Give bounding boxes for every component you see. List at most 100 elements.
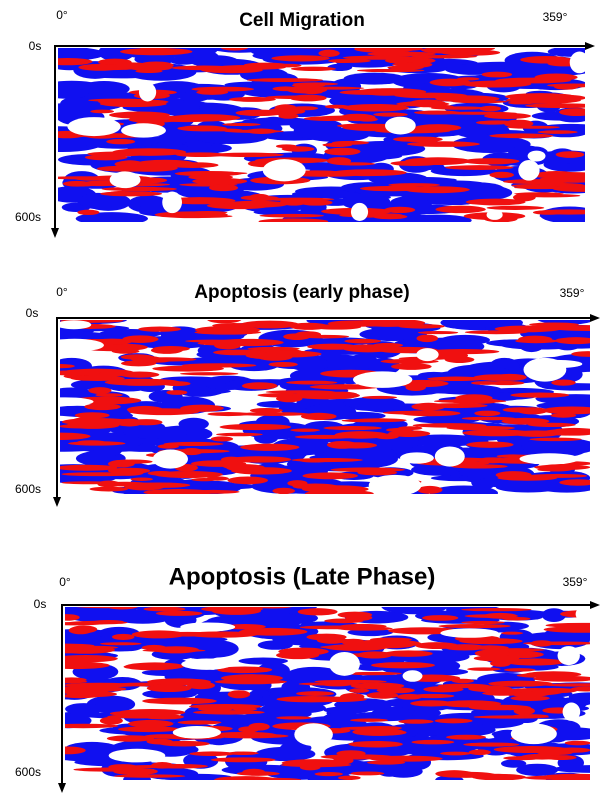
red-streak (173, 214, 233, 218)
blue-streak (76, 92, 151, 100)
red-streak (411, 739, 455, 745)
red-streak (74, 412, 110, 419)
panel: Apoptosis (Late Phase) 0° 359° 0s 600s (15, 563, 600, 793)
red-streak (482, 691, 525, 696)
gap (181, 658, 232, 670)
x-end-label: 359° (543, 10, 568, 24)
red-streak (414, 124, 462, 132)
red-streak (210, 436, 234, 442)
red-streak (435, 205, 486, 214)
red-streak (286, 380, 338, 385)
red-streak (108, 764, 138, 770)
gap (569, 51, 585, 74)
kymograph (65, 607, 590, 780)
red-streak (66, 691, 117, 698)
red-streak (104, 344, 145, 350)
red-streak (536, 322, 561, 330)
gap (518, 159, 540, 181)
red-streak (417, 485, 443, 494)
red-streak (296, 48, 332, 49)
red-streak (434, 718, 473, 724)
red-streak (258, 218, 329, 222)
panel-title: Apoptosis (early phase) (194, 282, 409, 303)
red-streak (99, 716, 123, 725)
red-streak (314, 679, 387, 684)
red-streak (474, 649, 511, 658)
red-streak (397, 693, 423, 700)
red-streak (324, 104, 350, 109)
red-streak (119, 371, 160, 378)
red-streak (283, 333, 311, 340)
red-streak (213, 349, 266, 356)
red-streak (540, 773, 590, 780)
red-streak (542, 683, 590, 687)
red-streak (326, 440, 358, 449)
red-streak (342, 103, 409, 112)
red-streak (301, 485, 369, 494)
red-streak (320, 754, 394, 760)
gap (262, 159, 306, 182)
red-streak (461, 608, 532, 612)
red-streak (300, 334, 350, 339)
blue-streak (345, 354, 379, 370)
x-arrow (585, 42, 595, 50)
red-streak (299, 199, 333, 206)
red-streak (433, 399, 507, 403)
blue-streak (255, 746, 316, 762)
blue-streak (413, 110, 449, 128)
red-streak (163, 441, 224, 447)
red-streak (330, 59, 355, 63)
kymograph (58, 48, 585, 222)
red-streak (465, 198, 526, 206)
blue-streak (291, 190, 360, 198)
red-streak (392, 62, 427, 67)
red-streak (530, 687, 578, 694)
gap (152, 449, 189, 469)
red-streak (281, 146, 315, 152)
red-streak (495, 77, 571, 84)
red-streak (60, 432, 91, 440)
panel: Cell Migration 0° 359° 0s 600s (15, 8, 595, 238)
red-streak (227, 456, 292, 463)
red-streak (350, 718, 389, 722)
red-streak (321, 682, 351, 687)
red-streak (513, 430, 560, 437)
gap (60, 320, 92, 330)
red-streak (113, 774, 186, 778)
red-streak (302, 472, 358, 480)
red-streak (179, 372, 239, 376)
red-streak (224, 623, 266, 630)
red-streak (467, 667, 501, 671)
red-streak (388, 183, 440, 187)
blue-streak (193, 640, 239, 658)
red-streak (479, 105, 502, 112)
red-streak (142, 697, 217, 705)
blue-streak (539, 206, 585, 222)
red-streak (312, 324, 362, 330)
red-streak (477, 457, 508, 464)
red-streak (259, 213, 324, 218)
gap (527, 150, 546, 162)
red-streak (227, 690, 251, 699)
red-streak (543, 626, 590, 633)
gap (399, 452, 434, 464)
red-streak (138, 61, 174, 70)
red-streak (157, 444, 179, 449)
red-streak (334, 162, 375, 166)
red-streak (473, 374, 523, 381)
gap (329, 651, 360, 676)
red-streak (474, 410, 501, 417)
red-streak (481, 71, 513, 78)
red-streak (88, 387, 112, 395)
blue-streak (257, 640, 293, 650)
red-streak (251, 607, 293, 609)
red-streak (306, 633, 347, 641)
red-streak (463, 742, 520, 747)
panel: Apoptosis (early phase) 0° 359° 0s 600s (15, 282, 600, 507)
red-streak (171, 65, 238, 71)
red-streak (221, 674, 283, 683)
red-streak (279, 650, 320, 658)
red-streak (438, 623, 511, 629)
y-arrow (53, 497, 61, 507)
